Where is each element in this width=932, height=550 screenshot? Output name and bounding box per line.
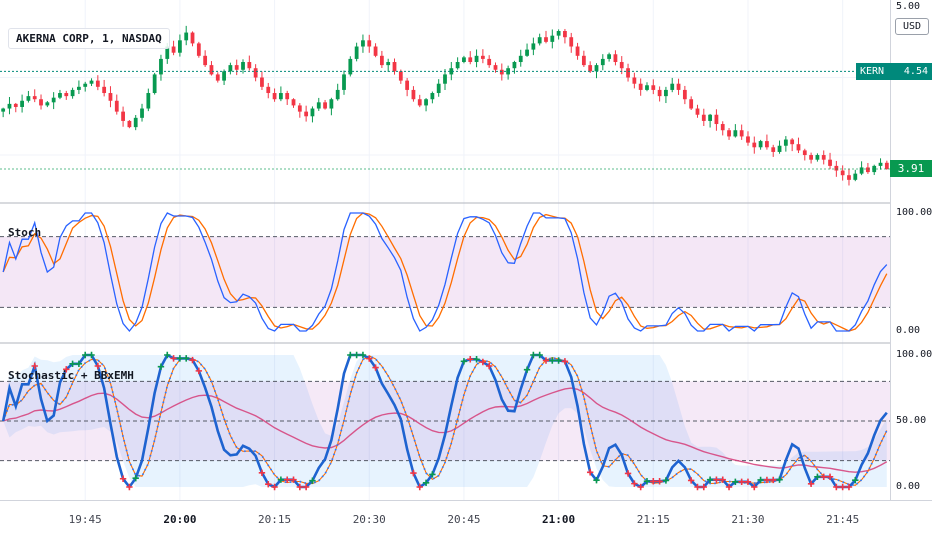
axis-tick: 50.00 xyxy=(896,415,927,426)
stoch-legend[interactable]: Stoch xyxy=(8,226,42,239)
axis-tick: 5.00 xyxy=(896,1,921,12)
axis-tick: 100.00 xyxy=(896,349,932,360)
symbol-price-badge: KERN 4.54 xyxy=(856,63,932,80)
time-label: 21:30 xyxy=(731,513,765,526)
price-pane[interactable] xyxy=(0,25,890,186)
time-label: 21:45 xyxy=(826,513,860,526)
axis-tick: 0.00 xyxy=(896,325,921,336)
time-label: 20:45 xyxy=(447,513,481,526)
currency-button[interactable]: USD xyxy=(895,18,929,35)
time-label: 19:45 xyxy=(68,513,102,526)
symbol-legend[interactable]: AKERNA CORP, 1, NASDAQ xyxy=(8,28,170,49)
time-label: 21:15 xyxy=(636,513,670,526)
last-price-badge: 3.91 xyxy=(890,160,932,177)
stoch-bb-pane[interactable] xyxy=(0,351,890,491)
time-label: 20:30 xyxy=(352,513,386,526)
stoch-bb-legend[interactable]: Stochastic + BBxEMH xyxy=(8,369,134,382)
time-label: 20:15 xyxy=(258,513,292,526)
symbol-price-badge-label: KERN xyxy=(860,66,885,77)
price-scale[interactable]: USD 5.00 100.00 0.00 100.00 50.00 0.00 xyxy=(890,0,932,500)
pane-separators xyxy=(0,202,932,344)
axis-tick: 0.00 xyxy=(896,481,921,492)
time-scale[interactable]: 19:45 20:00 20:15 20:30 20:45 21:00 21:15 21:30… xyxy=(0,500,932,550)
time-label: 20:00 xyxy=(163,513,197,526)
symbol-price-badge-value: 4.54 xyxy=(903,66,928,77)
time-label: 21:00 xyxy=(542,513,576,526)
stoch-pane[interactable] xyxy=(0,212,890,333)
axis-tick: 100.00 xyxy=(896,207,932,218)
